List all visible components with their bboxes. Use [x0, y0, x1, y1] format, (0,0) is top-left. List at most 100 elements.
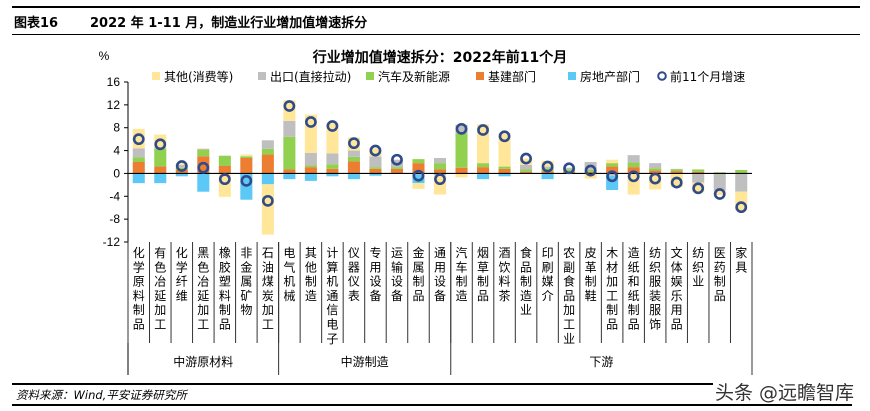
bar-segment [197, 148, 210, 149]
category-label-char: 造 [305, 289, 317, 303]
bar-segment [154, 166, 167, 174]
growth-marker [369, 144, 382, 157]
bar-segment [347, 156, 360, 162]
bar-segment [455, 133, 468, 168]
growth-marker [240, 174, 253, 187]
category-label-char: 用 [369, 260, 381, 274]
category-label-char: 非 [240, 246, 252, 260]
growth-marker [627, 170, 640, 183]
category-label-char: 制 [628, 303, 640, 317]
category-label-char: 属 [240, 275, 252, 289]
bar-segment [606, 163, 619, 167]
category-label-char: 造 [520, 289, 532, 303]
legend: 其他(消费等) 出口(直接拉动) 汽车及新能源 基建部门 房地产部门 前11个月增速 [152, 69, 745, 84]
category-label-char: 副 [563, 260, 575, 274]
category-label-char: 和 [628, 275, 640, 289]
category-label-char: 械 [283, 288, 295, 303]
bar-segment [520, 158, 533, 165]
category-label: 非金属矿物 [240, 246, 252, 317]
category-label-char: 学 [176, 259, 188, 274]
category-label-char: 色 [197, 260, 209, 274]
category-label-char: 家 [735, 245, 747, 260]
legend-label: 汽车及新能源 [378, 69, 450, 84]
category-label: 农副食品加工业 [563, 246, 575, 346]
bar-segment [606, 159, 619, 164]
category-label: 纺织服装服饰 [649, 246, 661, 332]
bar-segment [369, 167, 382, 169]
bar-segment [455, 167, 468, 174]
y-tick-label: 8 [113, 121, 120, 135]
figure-header: 图表16 2022 年 1-11 月，制造业行业增加值增速拆分 [12, 6, 860, 35]
category-label-char: 纤 [176, 275, 188, 289]
category-label-char: 制 [520, 275, 532, 289]
bar-segment [175, 163, 188, 165]
category-label-char: 设 [391, 275, 403, 289]
category-label-char: 服 [649, 275, 661, 289]
category-label-char: 纸 [628, 260, 640, 274]
bar-segment [132, 157, 145, 162]
bar-segment [175, 173, 188, 177]
bar-segment [347, 150, 360, 157]
bar-segment [606, 173, 619, 176]
legend-label: 出口(直接拉动) [270, 69, 351, 84]
bar-segment [283, 136, 296, 170]
bar-segment [477, 173, 490, 180]
category-label-char: 食 [563, 274, 575, 289]
bar-segment [735, 191, 748, 211]
x-axis-labels: 化学原料制品有色冶延加工化学纤维黑色冶延加工橡胶塑料制品非金属矿物石油煤炭加工电… [133, 245, 747, 369]
category-label-char: 刷 [542, 260, 554, 274]
category-label-char: 化 [133, 246, 145, 260]
category-label-char: 电 [326, 318, 338, 332]
bar-segment [477, 163, 490, 168]
bar-segment [713, 190, 726, 196]
bar-segment [390, 167, 403, 169]
bar-segment [627, 155, 640, 163]
watermark: 头条 @远瞻智库 [712, 378, 856, 405]
category-label-char: 制 [585, 275, 597, 289]
category-label-char: 机 [326, 275, 338, 289]
category-label-char: 品 [477, 289, 489, 303]
category-label-char: 输 [391, 259, 403, 274]
category-label-char: 纺 [649, 246, 661, 260]
category-label-char: 算 [326, 259, 338, 274]
category-label-char: 设 [434, 275, 446, 289]
category-label-char: 黑 [197, 246, 209, 260]
category-label-char: 纺 [692, 246, 704, 260]
category-label-char: 运 [391, 246, 403, 260]
bar-segment [326, 164, 339, 169]
category-label-char: 子 [326, 332, 338, 346]
y-tick-label: 16 [107, 75, 121, 89]
category-label-char: 工 [154, 318, 166, 332]
bar-segment [154, 173, 167, 184]
category-label-char: 胶 [219, 259, 231, 274]
bar-segment [412, 159, 425, 164]
category-label-char: 料 [499, 275, 511, 289]
bar-segment [261, 148, 274, 155]
category-label-char: 媒 [542, 275, 554, 289]
bar-segment [670, 168, 683, 170]
category-label-char: 设 [369, 275, 381, 289]
bar-segment [326, 153, 339, 165]
category-label-char: 矿 [240, 289, 252, 303]
category-label-char: 备 [391, 289, 403, 303]
group-label: 中游原材料 [173, 354, 233, 369]
bar-segment [326, 168, 339, 174]
category-label-char: 专 [369, 245, 381, 260]
category-label-char: 橡 [219, 246, 231, 260]
growth-marker [304, 116, 317, 128]
bar-segment [390, 168, 403, 174]
bar-segment [304, 152, 317, 166]
category-label-char: 汽 [456, 245, 468, 260]
category-label-char: 工 [606, 289, 618, 303]
bar-segment [541, 173, 554, 180]
legend-swatch [476, 72, 484, 80]
bar-segment [283, 173, 296, 180]
bar-segment [541, 160, 554, 167]
category-label-char: 酒 [499, 246, 511, 260]
bar-segment [369, 168, 382, 174]
bar-segment [692, 182, 705, 193]
legend-label: 房地产部门 [580, 69, 640, 84]
category-label: 计算机通信电子 [326, 246, 338, 346]
bar-segment [240, 158, 253, 174]
